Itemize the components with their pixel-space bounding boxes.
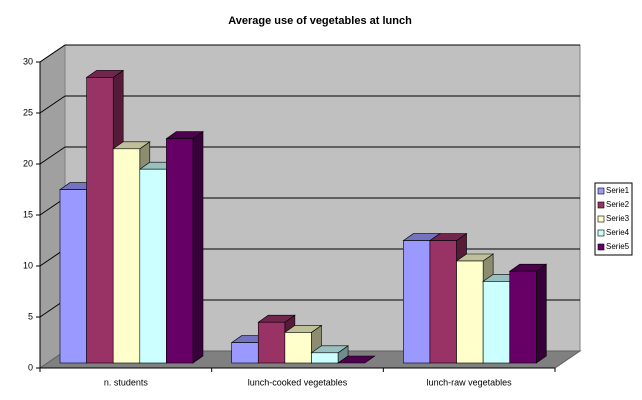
bar (257, 321, 286, 364)
legend-swatch (597, 187, 605, 195)
bar-side (192, 131, 204, 364)
legend-swatch (597, 215, 605, 223)
y-tick-label: 25 (23, 107, 33, 117)
y-tick-label: 15 (23, 209, 33, 219)
bar (311, 352, 339, 364)
legend-swatch (597, 229, 605, 237)
legend-label: Serie2 (606, 200, 630, 209)
legend-label: Serie5 (606, 242, 630, 251)
grid-line-side (39, 146, 66, 165)
y-tick-label: 5 (28, 311, 33, 321)
x-tick-label: lunch-cooked vegetables (248, 377, 348, 387)
bar (86, 77, 114, 364)
y-tick-label: 10 (23, 260, 33, 270)
bar (482, 281, 511, 364)
bar (231, 342, 259, 364)
grid-line-side (39, 44, 66, 63)
y-tick-label: 0 (28, 362, 33, 372)
grid-line-side (39, 95, 66, 114)
bar (284, 332, 312, 364)
x-tick-label: lunch-raw vegetables (427, 377, 513, 387)
legend-label: Serie1 (606, 186, 630, 195)
bar (166, 138, 194, 364)
bar (509, 270, 537, 364)
bar-side (536, 263, 547, 364)
bar-top (337, 355, 376, 364)
bar (112, 148, 141, 364)
bar (59, 189, 87, 364)
bar (456, 260, 484, 364)
legend-swatch (597, 243, 605, 251)
y-tick-label: 20 (23, 158, 33, 168)
bar (139, 168, 167, 364)
y-tick-label: 30 (23, 56, 33, 66)
legend-label: Serie3 (606, 214, 630, 223)
legend-label: Serie4 (606, 228, 630, 237)
x-tick-label: n. students (104, 377, 149, 387)
legend-swatch (597, 201, 605, 209)
bar (429, 240, 457, 364)
bar (403, 240, 431, 364)
chart-title: Average use of vegetables at lunch (228, 15, 412, 27)
